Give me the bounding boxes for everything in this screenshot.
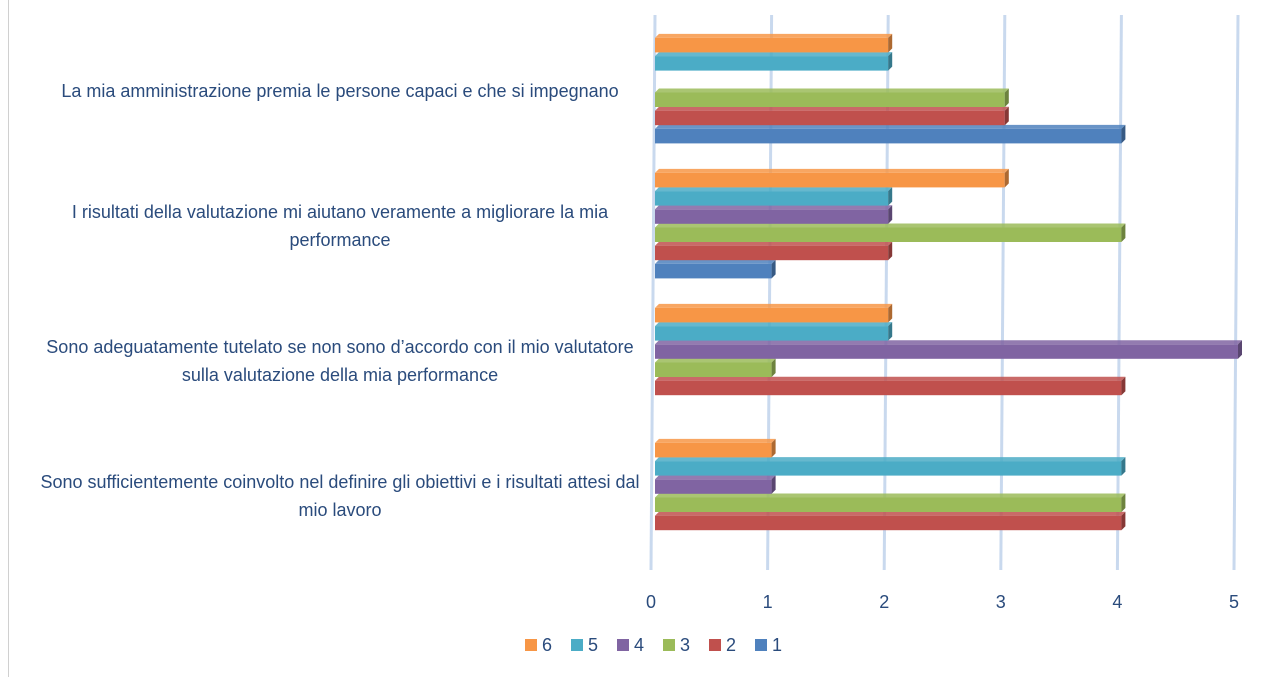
bar xyxy=(655,326,889,341)
legend-swatch xyxy=(617,639,629,651)
bar-side xyxy=(1004,106,1009,126)
bar-top xyxy=(655,322,893,327)
bar-top xyxy=(655,187,893,192)
bar-side xyxy=(1121,124,1126,144)
bar xyxy=(655,245,889,261)
bar-side xyxy=(1238,340,1242,359)
bar xyxy=(655,307,889,323)
bar xyxy=(655,110,1005,126)
legend-swatch xyxy=(755,639,767,651)
bar-top xyxy=(655,106,1009,111)
x-tick-label: 3 xyxy=(996,592,1006,612)
grid-line xyxy=(649,14,657,571)
bar-top xyxy=(655,511,1126,516)
bar-top xyxy=(655,124,1126,129)
x-tick-label: 1 xyxy=(763,592,773,612)
grid-line xyxy=(1232,14,1240,571)
category-label: La mia amministrazione premia le persone… xyxy=(61,80,619,101)
bar-side xyxy=(771,438,776,458)
bar-side xyxy=(1121,493,1126,512)
bar-top xyxy=(655,259,776,264)
category-label: I risultati della valutazione mi aiutano… xyxy=(71,201,609,250)
bar xyxy=(655,92,1005,107)
bar xyxy=(655,209,889,224)
bar xyxy=(655,515,1122,531)
bar-top xyxy=(655,241,893,246)
legend-swatch xyxy=(571,639,583,651)
bar-top xyxy=(655,52,893,57)
bar-side xyxy=(888,241,893,261)
bar-side xyxy=(1121,223,1126,242)
bar-top xyxy=(655,493,1126,498)
bar-side xyxy=(771,259,776,279)
bar xyxy=(655,461,1122,476)
bar xyxy=(655,172,1005,188)
bar xyxy=(655,56,889,71)
bar-top xyxy=(655,88,1009,93)
bar-top xyxy=(655,358,776,363)
bar xyxy=(655,344,1238,359)
legend-swatch xyxy=(709,639,721,651)
bar-top xyxy=(655,376,1126,381)
legend-label: 4 xyxy=(634,635,644,655)
bar-side xyxy=(888,303,893,323)
x-tick-label: 0 xyxy=(646,592,656,612)
bar-side xyxy=(1121,511,1126,531)
bar-side xyxy=(888,187,893,206)
legend-label: 3 xyxy=(680,635,690,655)
x-tick-label: 4 xyxy=(1112,592,1122,612)
grid-line xyxy=(1115,14,1123,571)
legend-label: 6 xyxy=(542,635,552,655)
legend-label: 1 xyxy=(772,635,782,655)
category-label: Sono sufficientemente coinvolto nel defi… xyxy=(40,471,640,520)
bar-side xyxy=(1004,168,1009,188)
legend-label: 5 xyxy=(588,635,598,655)
bar xyxy=(655,37,889,53)
bar-side xyxy=(888,52,893,71)
bar-side xyxy=(1121,376,1126,396)
legend-swatch xyxy=(525,639,537,651)
bar-side xyxy=(888,205,893,224)
bar-top xyxy=(655,303,893,308)
bar-side xyxy=(1121,457,1126,476)
bar-side xyxy=(1004,88,1009,107)
bar-side xyxy=(771,475,776,494)
bar xyxy=(655,497,1122,512)
bar-top xyxy=(655,223,1126,228)
bar-top xyxy=(655,475,776,480)
bar-top xyxy=(655,438,776,443)
bar xyxy=(655,263,772,279)
bar-top xyxy=(655,205,893,210)
bar xyxy=(655,362,772,377)
legend-swatch xyxy=(663,639,675,651)
bar xyxy=(655,128,1122,144)
frame-border xyxy=(8,0,9,677)
legend-label: 2 xyxy=(726,635,736,655)
bar xyxy=(655,191,889,206)
bar-side xyxy=(888,322,893,341)
category-label: Sono adeguatamente tutelato se non sono … xyxy=(46,336,634,385)
bar-top xyxy=(655,457,1126,462)
bar-side xyxy=(771,358,776,377)
bar-top xyxy=(655,168,1009,173)
bar xyxy=(655,380,1122,396)
bar xyxy=(655,479,772,494)
bar xyxy=(655,442,772,458)
bar-side xyxy=(888,33,893,53)
x-tick-label: 2 xyxy=(879,592,889,612)
bar-top xyxy=(655,340,1242,345)
bar-top xyxy=(655,33,893,38)
x-tick-label: 5 xyxy=(1229,592,1239,612)
bar xyxy=(655,227,1122,242)
